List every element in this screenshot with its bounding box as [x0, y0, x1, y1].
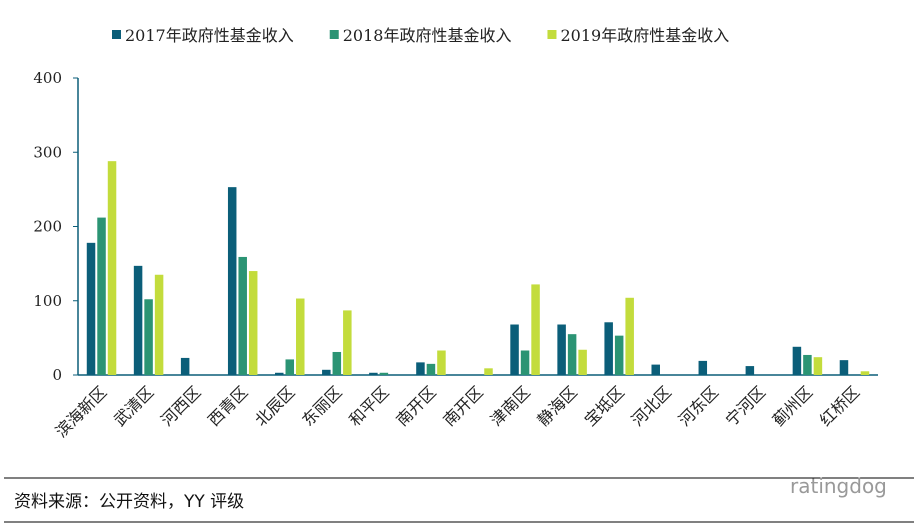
- legend-swatch: [547, 30, 557, 39]
- bar: [860, 371, 870, 375]
- bar: [296, 298, 305, 375]
- x-tick-label: 南开区: [439, 382, 486, 429]
- bar: [227, 187, 237, 375]
- x-tick-label: 滨海新区: [52, 382, 111, 441]
- bar: [557, 324, 566, 375]
- bar: [180, 357, 190, 375]
- x-tick-label: 南开区: [392, 382, 439, 429]
- bar: [369, 372, 378, 375]
- x-tick-label: 宁河区: [722, 382, 769, 429]
- bar: [510, 324, 519, 375]
- legend-label: 2019年政府性基金收入: [560, 26, 729, 45]
- bar: [651, 364, 660, 375]
- bar: [520, 350, 530, 375]
- legend-swatch: [329, 30, 339, 39]
- legend: 2017年政府性基金收入 2018年政府性基金收入 2019年政府性基金收入: [112, 26, 729, 45]
- x-tick-label: 静海区: [534, 382, 581, 429]
- legend-label: 2017年政府性基金收入: [125, 26, 294, 45]
- bar: [625, 297, 634, 375]
- bar: [154, 274, 164, 375]
- bar: [426, 363, 436, 375]
- bar: [133, 265, 143, 375]
- x-tick-label: 宝坻区: [581, 382, 628, 429]
- bar: [248, 271, 258, 375]
- x-tick-label: 津南区: [487, 382, 534, 429]
- bar: [86, 242, 96, 375]
- bar: [813, 357, 823, 375]
- bar: [567, 334, 577, 375]
- bar: [792, 346, 802, 375]
- watermark: ratingdog: [790, 474, 887, 498]
- bar: [379, 372, 389, 375]
- x-tick-label: 和平区: [345, 382, 392, 429]
- bar: [614, 335, 624, 375]
- legend-label: 2018年政府性基金收入: [343, 26, 512, 45]
- x-tick-label: 河西区: [157, 382, 204, 429]
- y-tick-label: 100: [33, 292, 62, 310]
- bar: [343, 310, 352, 375]
- y-tick-label: 300: [33, 143, 62, 161]
- bar: [437, 350, 446, 375]
- x-tick-label: 武清区: [110, 382, 157, 429]
- x-tick-label: 北辰区: [251, 382, 298, 429]
- y-tick-label: 200: [33, 218, 62, 236]
- x-tick-label: 西青区: [204, 382, 251, 429]
- y-tick-label: 0: [52, 366, 62, 384]
- bar: [839, 360, 849, 375]
- x-tick-label: 河东区: [675, 382, 722, 429]
- x-tick-label: 蓟州区: [769, 382, 816, 429]
- bar: [238, 256, 247, 375]
- bar: [578, 349, 587, 375]
- bar: [97, 217, 106, 375]
- bar: [745, 366, 755, 375]
- legend-swatch: [112, 30, 121, 39]
- bar: [322, 369, 331, 375]
- bar: [332, 351, 342, 375]
- bar: [484, 368, 493, 375]
- y-tick-label: 400: [33, 69, 62, 87]
- x-tick-label: 东丽区: [298, 382, 345, 429]
- bar: [275, 372, 284, 375]
- bar: [144, 299, 153, 375]
- bar: [285, 359, 295, 375]
- x-tick-label: 红桥区: [816, 382, 863, 429]
- bar: [107, 161, 117, 375]
- bar: [416, 362, 425, 375]
- x-tick-label: 河北区: [628, 382, 675, 429]
- bar: [604, 322, 613, 375]
- bar: [531, 284, 540, 375]
- bar: [803, 354, 812, 375]
- bar: [698, 360, 708, 375]
- source-note: 资料来源：公开资料，YY 评级: [14, 492, 244, 512]
